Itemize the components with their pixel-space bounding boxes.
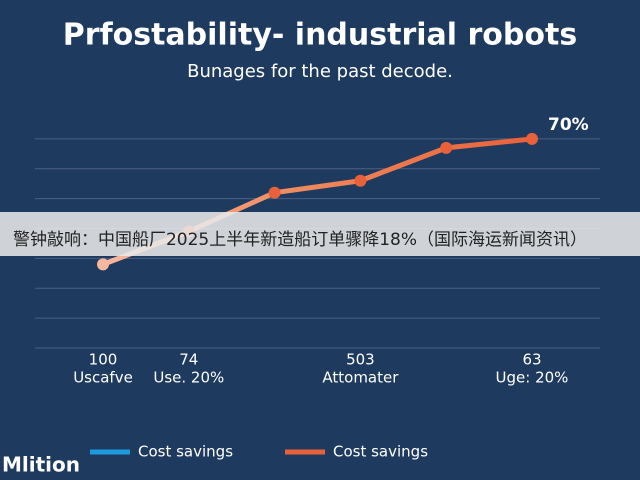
chart-subtitle: Bunages for the past decode. <box>187 61 453 82</box>
value-label: 70% <box>548 115 589 135</box>
point <box>440 141 453 154</box>
chart-title: Prfostability- industrial robots <box>63 18 577 53</box>
logo: Mlition <box>2 453 80 477</box>
x-tick-label: 74 <box>179 351 198 369</box>
banner-bg <box>0 212 640 256</box>
legend-label: Cost savings <box>138 443 233 461</box>
x-tick-label: 503 <box>346 351 375 369</box>
banner-text: 警钟敲响：中国船厂2025上半年新造船订单骤降18%（国际海运新闻资讯） <box>13 230 587 250</box>
x-tick-note: Uge: 20% <box>496 369 569 387</box>
point <box>526 132 538 145</box>
point <box>268 186 281 199</box>
point <box>97 258 109 271</box>
x-tick-note: Use. 20% <box>153 369 224 387</box>
x-tick-label: 100 <box>89 351 118 369</box>
x-tick-note: Uscafve <box>73 369 133 387</box>
x-tick-note: Attomater <box>322 369 399 387</box>
legend-label: Cost savings <box>333 443 428 461</box>
x-tick-label: 63 <box>522 351 541 369</box>
point <box>354 174 367 187</box>
